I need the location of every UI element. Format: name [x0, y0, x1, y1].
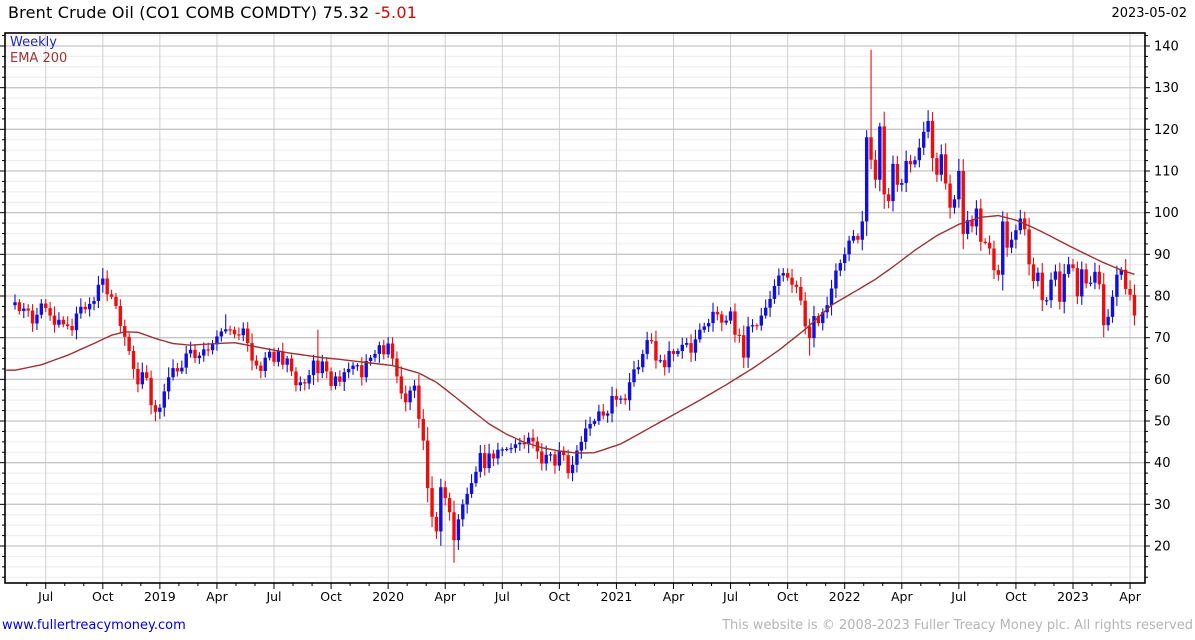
chart-legend: Weekly EMA 200: [10, 35, 67, 67]
legend-ema-200: EMA 200: [10, 51, 68, 66]
svg-text:2019: 2019: [144, 589, 176, 604]
chart-date: 2023-05-02: [1111, 6, 1187, 21]
svg-text:30: 30: [1154, 498, 1171, 513]
svg-text:Oct: Oct: [320, 589, 342, 604]
svg-text:70: 70: [1154, 331, 1171, 346]
svg-text:Apr: Apr: [1119, 589, 1141, 604]
svg-text:2020: 2020: [372, 589, 404, 604]
svg-text:Apr: Apr: [434, 589, 456, 604]
legend-weekly: Weekly: [10, 35, 57, 50]
svg-text:Apr: Apr: [663, 589, 685, 604]
svg-text:110: 110: [1154, 165, 1179, 180]
svg-text:2021: 2021: [601, 589, 633, 604]
svg-text:100: 100: [1154, 206, 1179, 221]
price-chart-svg: 20 30 40 50 60 70 80 90 100 110 120 130 140 Jul Oct 201…: [0, 32, 1179, 604]
svg-text:Jul: Jul: [37, 589, 53, 604]
last-price: 75.32: [322, 3, 370, 22]
svg-text:Oct: Oct: [1005, 589, 1027, 604]
svg-text:60: 60: [1154, 373, 1171, 388]
chart-title-bar: Brent Crude Oil (CO1 COMB COMDTY) 75.32 …: [8, 3, 417, 22]
footer-bar: www.fullertreacymoney.com This website i…: [0, 612, 1195, 638]
svg-text:2023: 2023: [1057, 589, 1089, 604]
svg-text:Jul: Jul: [722, 589, 738, 604]
svg-text:Oct: Oct: [777, 589, 799, 604]
svg-text:20: 20: [1154, 540, 1171, 555]
svg-text:Jul: Jul: [494, 589, 510, 604]
svg-text:Oct: Oct: [92, 589, 114, 604]
svg-text:Oct: Oct: [549, 589, 571, 604]
svg-text:Apr: Apr: [206, 589, 228, 604]
svg-text:2022: 2022: [829, 589, 861, 604]
svg-text:Jul: Jul: [265, 589, 281, 604]
svg-text:120: 120: [1154, 123, 1179, 138]
footer-copyright: This website is © 2008-2023 Fuller Treac…: [722, 617, 1193, 633]
price-change: -5.01: [374, 3, 418, 22]
instrument-title: Brent Crude Oil (CO1 COMB COMDTY): [8, 3, 318, 22]
svg-text:90: 90: [1154, 248, 1171, 263]
footer-link[interactable]: www.fullertreacymoney.com: [2, 617, 186, 633]
svg-text:Jul: Jul: [950, 589, 966, 604]
svg-text:80: 80: [1154, 290, 1171, 305]
svg-text:50: 50: [1154, 415, 1171, 430]
svg-text:Apr: Apr: [891, 589, 913, 604]
svg-text:130: 130: [1154, 81, 1179, 96]
svg-text:40: 40: [1154, 456, 1171, 471]
svg-text:140: 140: [1154, 40, 1179, 55]
